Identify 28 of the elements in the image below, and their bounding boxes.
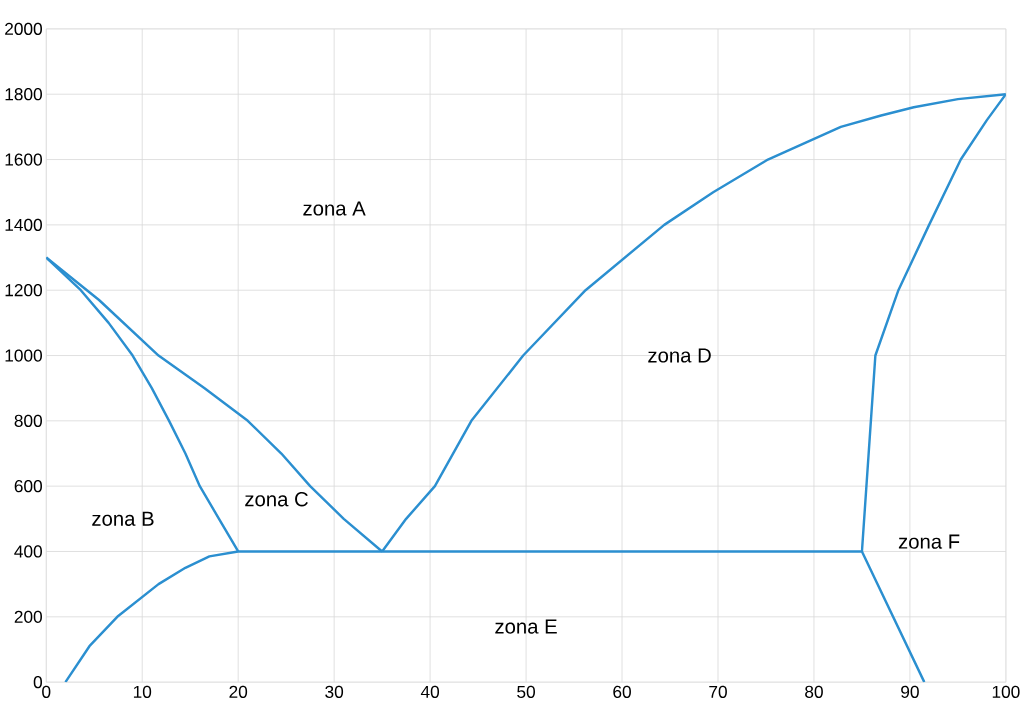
y-tick-label: 800 xyxy=(14,414,42,427)
x-tick-label: 70 xyxy=(709,685,727,698)
y-tick-label: 1600 xyxy=(5,153,42,166)
annotation: zona D xyxy=(648,348,711,363)
annotation: zona F xyxy=(898,534,960,549)
x-tick-label: 0 xyxy=(42,685,51,698)
y-tick-label: 600 xyxy=(14,479,42,493)
annotation: zona C xyxy=(245,491,308,507)
x-tick-label: 50 xyxy=(517,685,535,698)
annotation: zona B xyxy=(92,511,154,526)
x-tick-label: 80 xyxy=(805,685,823,698)
x-tick-label: 20 xyxy=(229,685,248,698)
x-tick-label: 90 xyxy=(901,685,919,698)
x-tick-label: 30 xyxy=(325,685,344,698)
x-tick-label: 60 xyxy=(613,685,631,698)
y-tick-label: 1200 xyxy=(5,283,42,297)
x-tick-label: 40 xyxy=(420,685,440,698)
annotation: zona A xyxy=(303,201,366,216)
y-tick-label: 0 xyxy=(33,675,42,689)
y-tick-label: 1400 xyxy=(5,218,42,231)
annotation: zona E xyxy=(495,619,557,634)
x-tick-label: 10 xyxy=(133,685,152,698)
y-tick-label: 400 xyxy=(14,545,42,558)
y-tick-label: 1800 xyxy=(5,87,42,101)
x-tick-label: 100 xyxy=(992,685,1020,698)
y-tick-label: 2000 xyxy=(5,22,42,35)
y-tick-label: 200 xyxy=(14,610,42,623)
y-tick-label: 1000 xyxy=(5,349,42,362)
